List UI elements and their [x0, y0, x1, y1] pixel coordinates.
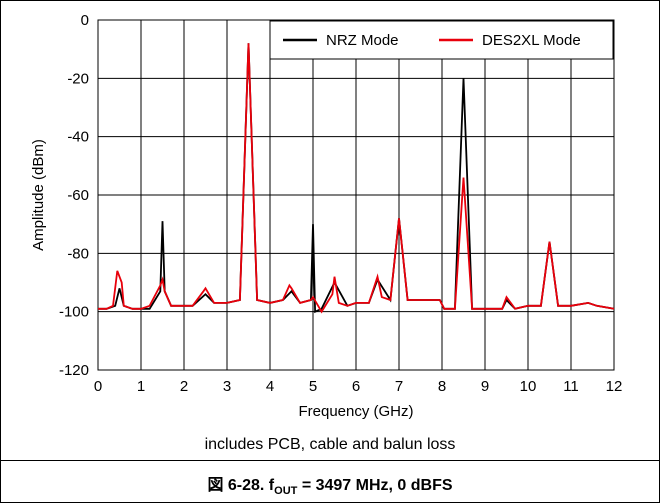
x-tick-label: 0: [94, 378, 102, 395]
figure-note: includes PCB, cable and balun loss: [204, 436, 456, 453]
y-tick-label: -80: [67, 245, 89, 262]
series-layer: [98, 43, 615, 314]
x-tick-label: 5: [309, 378, 317, 395]
x-tick-label: 1: [137, 378, 145, 395]
caption-subscript: OUT: [274, 485, 298, 498]
y-tick-label: -40: [67, 129, 89, 146]
x-tick-label: 8: [438, 378, 446, 395]
y-tick-label: -120: [59, 362, 89, 379]
x-tick-label: 2: [180, 378, 188, 395]
caption-divider: [0, 460, 660, 461]
legend: NRZ Mode DES2XL Mode: [269, 20, 614, 60]
x-tick-label: 6: [352, 378, 360, 395]
caption-prefix: 図 6-28. f: [207, 477, 275, 494]
x-axis-title: Frequency (GHz): [298, 403, 413, 420]
y-tick-label: -20: [67, 70, 89, 87]
legend-label-nrz-mode: NRZ Mode: [326, 32, 399, 49]
y-tick-label: 0: [81, 12, 89, 29]
x-tick-label: 9: [481, 378, 489, 395]
caption-suffix: = 3497 MHz, 0 dBFS: [297, 477, 453, 494]
x-tick-label: 7: [395, 378, 403, 395]
y-tick-label: -60: [67, 187, 89, 204]
y-axis-title: Amplitude (dBm): [30, 139, 47, 251]
tick-labels: 0 1 2 3 4 5 6 7 8 9 10 11 120-20-40-60-80-100-120: [59, 12, 622, 395]
legend-label-des2xl-mode: DES2XL Mode: [482, 32, 581, 49]
x-tick-label: 3: [223, 378, 231, 395]
series-line-nrz-mode: [98, 43, 615, 314]
y-tick-label: -100: [59, 304, 89, 321]
spectrum-chart: 0 1 2 3 4 5 6 7 8 9 10 11 120-20-40-60-80-100-120 Fr…: [30, 12, 622, 420]
figure-caption: 図 6-28. fOUT = 3497 MHz, 0 dBFS: [0, 471, 660, 497]
x-tick-label: 10: [520, 378, 537, 395]
series-line-des2xl-mode: [98, 43, 615, 314]
x-tick-label: 12: [606, 378, 623, 395]
x-tick-label: 11: [563, 378, 579, 395]
grid-lines: [97, 19, 615, 371]
x-tick-label: 4: [266, 378, 274, 395]
